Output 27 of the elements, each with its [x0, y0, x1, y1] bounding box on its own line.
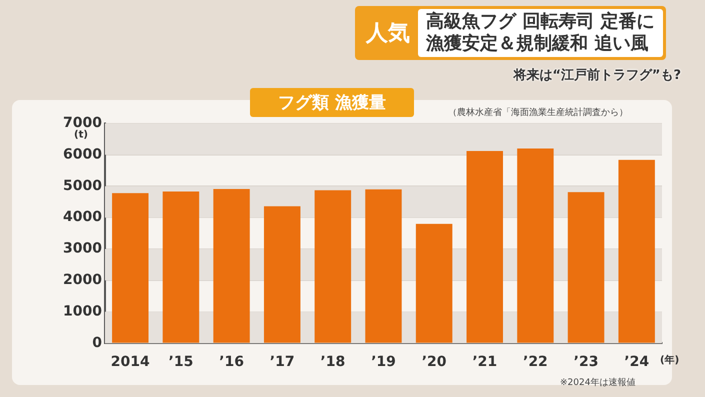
x-tick-label: 2014: [110, 354, 150, 370]
x-tick-label: ’17: [270, 354, 295, 370]
x-tick-label: ’20: [422, 354, 447, 370]
text: 高級魚フグ 回転寿司 定番に: [426, 11, 655, 33]
y-tick-label: 2000: [62, 272, 102, 288]
text: （農林水産省「海面漁業生産統計調査から）: [448, 106, 628, 119]
x-tick-label: ’15: [168, 354, 194, 370]
x-tick-label: ’16: [219, 354, 244, 370]
y-tick-label: 5000: [62, 178, 102, 194]
y-tick-label: 3000: [62, 240, 102, 257]
x-tick-label: ’18: [320, 354, 346, 370]
y-tick-label: 1000: [62, 303, 102, 320]
y-tick-label: 4000: [62, 209, 102, 226]
x-tick-label: ’24: [624, 354, 650, 370]
y-tick-label: 0: [92, 334, 102, 351]
x-tick-label: ’23: [574, 354, 598, 370]
x-axis-title: (年): [660, 354, 680, 366]
x-tick-label: ’21: [472, 354, 498, 370]
chart-title: フグ類 漁獲量: [250, 88, 414, 117]
text: 将来は“江戸前トラフグ”も?: [513, 67, 681, 84]
x-tick-label: ’19: [371, 354, 396, 370]
text: 漁獲安定＆規制緩和 追い風: [426, 33, 650, 55]
text: ※2024年は速報値: [560, 376, 636, 389]
x-tick-label: ’22: [522, 354, 548, 370]
text: 人気: [364, 20, 411, 48]
y-tick-label: 6000: [62, 146, 102, 162]
y-axis-title: (t): [74, 129, 88, 140]
